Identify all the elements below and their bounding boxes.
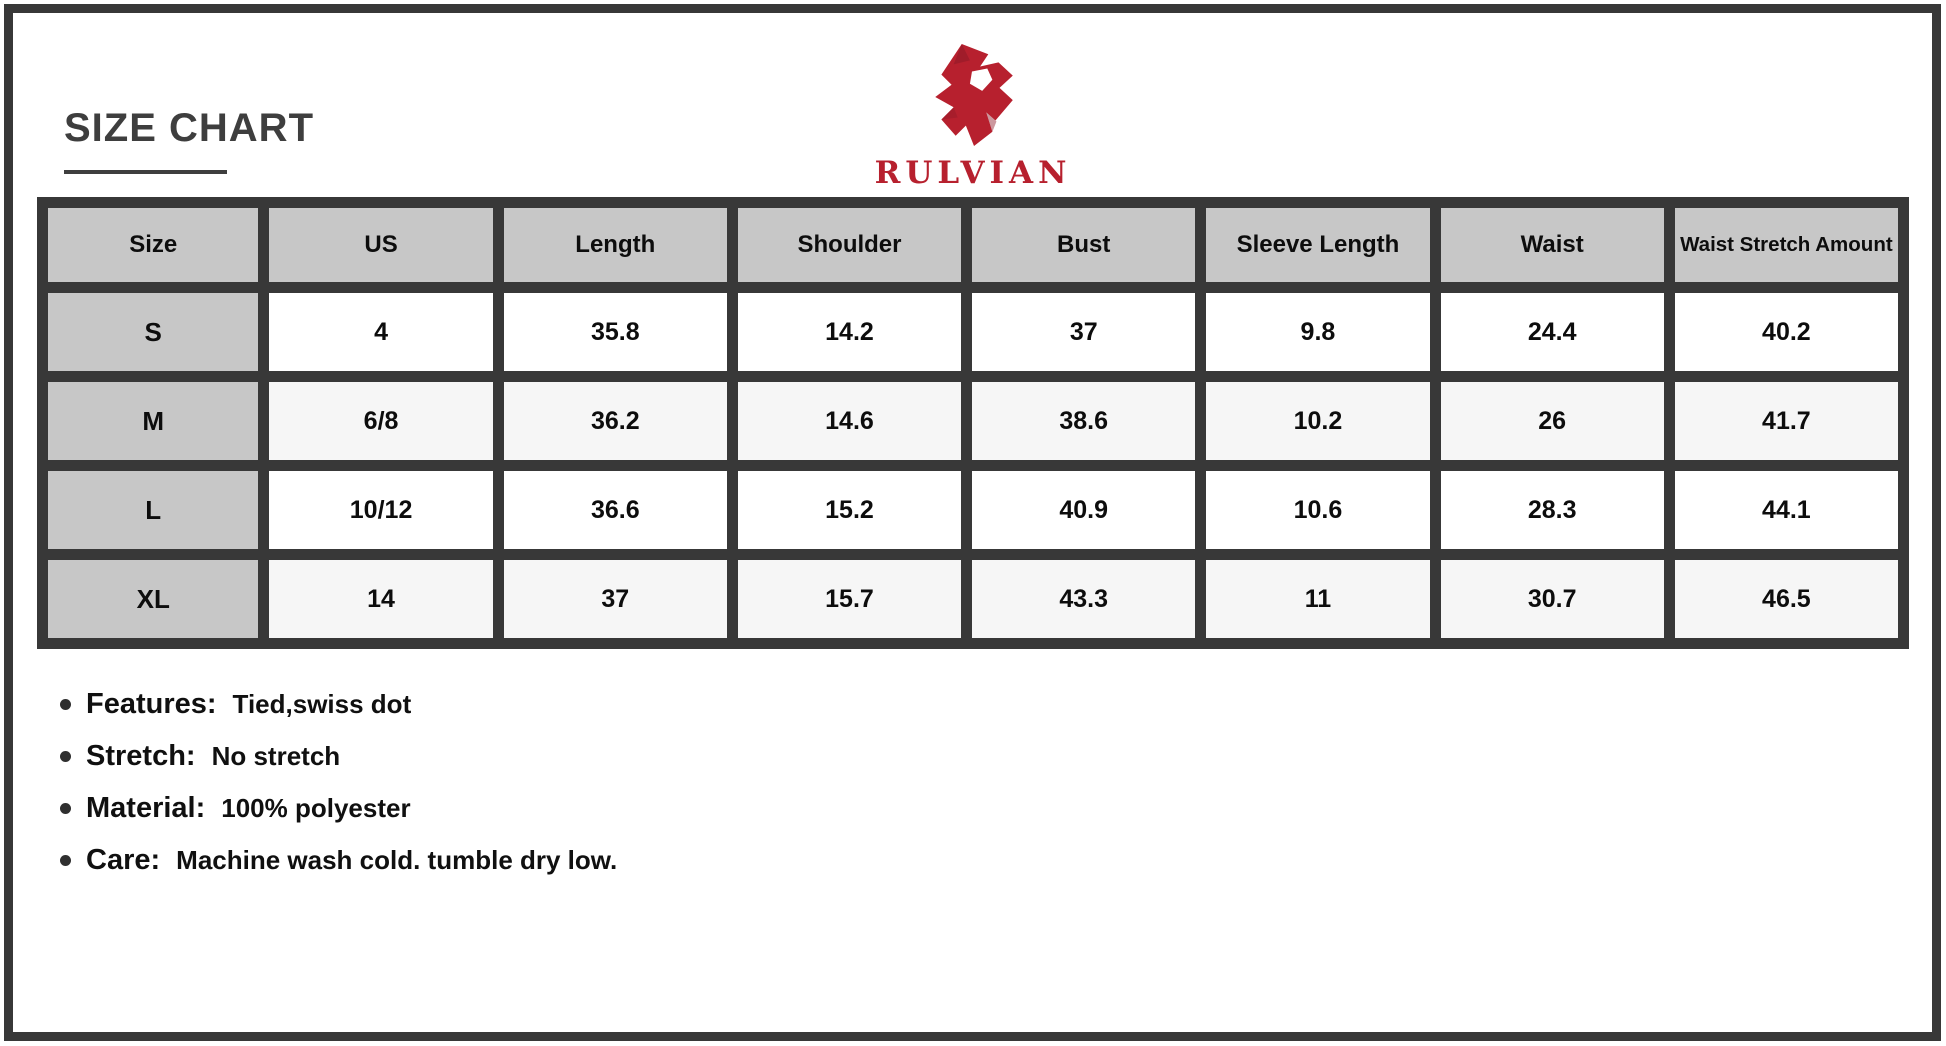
detail-item-care: Care: Machine wash cold. tumble dry low.	[60, 844, 617, 877]
brand-block: RULVIAN	[0, 44, 1946, 191]
value-cell: 4	[258, 282, 504, 382]
value-cell: 10/12	[258, 460, 504, 560]
column-header-size: Size	[36, 197, 270, 293]
value-cell: 37	[492, 549, 738, 649]
bullet-icon	[60, 699, 71, 710]
column-header-length: Length	[492, 197, 738, 293]
size-chart-table: Size US Length Shoulder Bust Sleeve Leng…	[36, 197, 1910, 649]
size-cell: L	[36, 460, 270, 560]
detail-item-features: Features: Tied,swiss dot	[60, 688, 617, 721]
table-row-xl: XL 14 37 15.7 43.3 11 30.7 46.5	[36, 549, 1910, 649]
detail-label: Material:	[86, 792, 206, 824]
value-cell: 10.2	[1195, 371, 1441, 471]
value-cell: 38.6	[961, 371, 1207, 471]
value-cell: 43.3	[961, 549, 1207, 649]
bullet-icon	[60, 751, 71, 762]
value-cell: 35.8	[492, 282, 738, 382]
detail-item-material: Material: 100% polyester	[60, 792, 617, 825]
value-cell: 40.9	[961, 460, 1207, 560]
detail-label: Care:	[86, 844, 161, 876]
value-cell: 36.6	[492, 460, 738, 560]
value-cell: 15.7	[726, 549, 973, 649]
column-header-waist-stretch: Waist Stretch Amount	[1663, 197, 1910, 293]
value-cell: 10.6	[1195, 460, 1441, 560]
size-cell: XL	[36, 549, 270, 649]
table-row-s: S 4 35.8 14.2 37 9.8 24.4 40.2	[36, 282, 1910, 382]
value-cell: 14	[258, 549, 504, 649]
detail-label: Features:	[86, 688, 217, 720]
value-cell: 30.7	[1429, 549, 1675, 649]
column-header-bust: Bust	[961, 197, 1207, 293]
value-cell: 26	[1429, 371, 1675, 471]
size-cell: M	[36, 371, 270, 471]
title-block: SIZE CHART	[64, 108, 314, 174]
rulvian-r-mark-icon	[935, 44, 1013, 146]
value-cell: 44.1	[1663, 460, 1910, 560]
detail-value: 100% polyester	[221, 793, 411, 823]
value-cell: 6/8	[258, 371, 504, 471]
title-underline	[64, 170, 227, 174]
value-cell: 37	[961, 282, 1207, 382]
value-cell: 15.2	[726, 460, 973, 560]
table-row-m: M 6/8 36.2 14.6 38.6 10.2 26 41.7	[36, 371, 1910, 471]
detail-label: Stretch:	[86, 740, 196, 772]
value-cell: 41.7	[1663, 371, 1910, 471]
detail-value: Machine wash cold. tumble dry low.	[176, 845, 618, 875]
value-cell: 14.2	[726, 282, 973, 382]
value-cell: 40.2	[1663, 282, 1910, 382]
value-cell: 36.2	[492, 371, 738, 471]
details-block: Features: Tied,swiss dot Stretch: No str…	[60, 688, 617, 896]
value-cell: 9.8	[1195, 282, 1441, 382]
column-header-sleeve-length: Sleeve Length	[1195, 197, 1441, 293]
value-cell: 14.6	[726, 371, 973, 471]
detail-value: No stretch	[211, 741, 341, 771]
detail-item-stretch: Stretch: No stretch	[60, 740, 617, 773]
value-cell: 46.5	[1663, 549, 1910, 649]
column-header-waist: Waist	[1429, 197, 1675, 293]
value-cell: 24.4	[1429, 282, 1675, 382]
column-header-us: US	[258, 197, 504, 293]
brand-name: RULVIAN	[874, 155, 1072, 191]
detail-value: Tied,swiss dot	[232, 689, 412, 719]
table-row-l: L 10/12 36.6 15.2 40.9 10.6 28.3 44.1	[36, 460, 1910, 560]
page-title: SIZE CHART	[64, 106, 314, 150]
table-header-row: Size US Length Shoulder Bust Sleeve Leng…	[36, 197, 1910, 293]
value-cell: 11	[1195, 549, 1441, 649]
bullet-icon	[60, 803, 71, 814]
size-cell: S	[36, 282, 270, 382]
bullet-icon	[60, 855, 71, 866]
column-header-shoulder: Shoulder	[726, 197, 973, 293]
value-cell: 28.3	[1429, 460, 1675, 560]
